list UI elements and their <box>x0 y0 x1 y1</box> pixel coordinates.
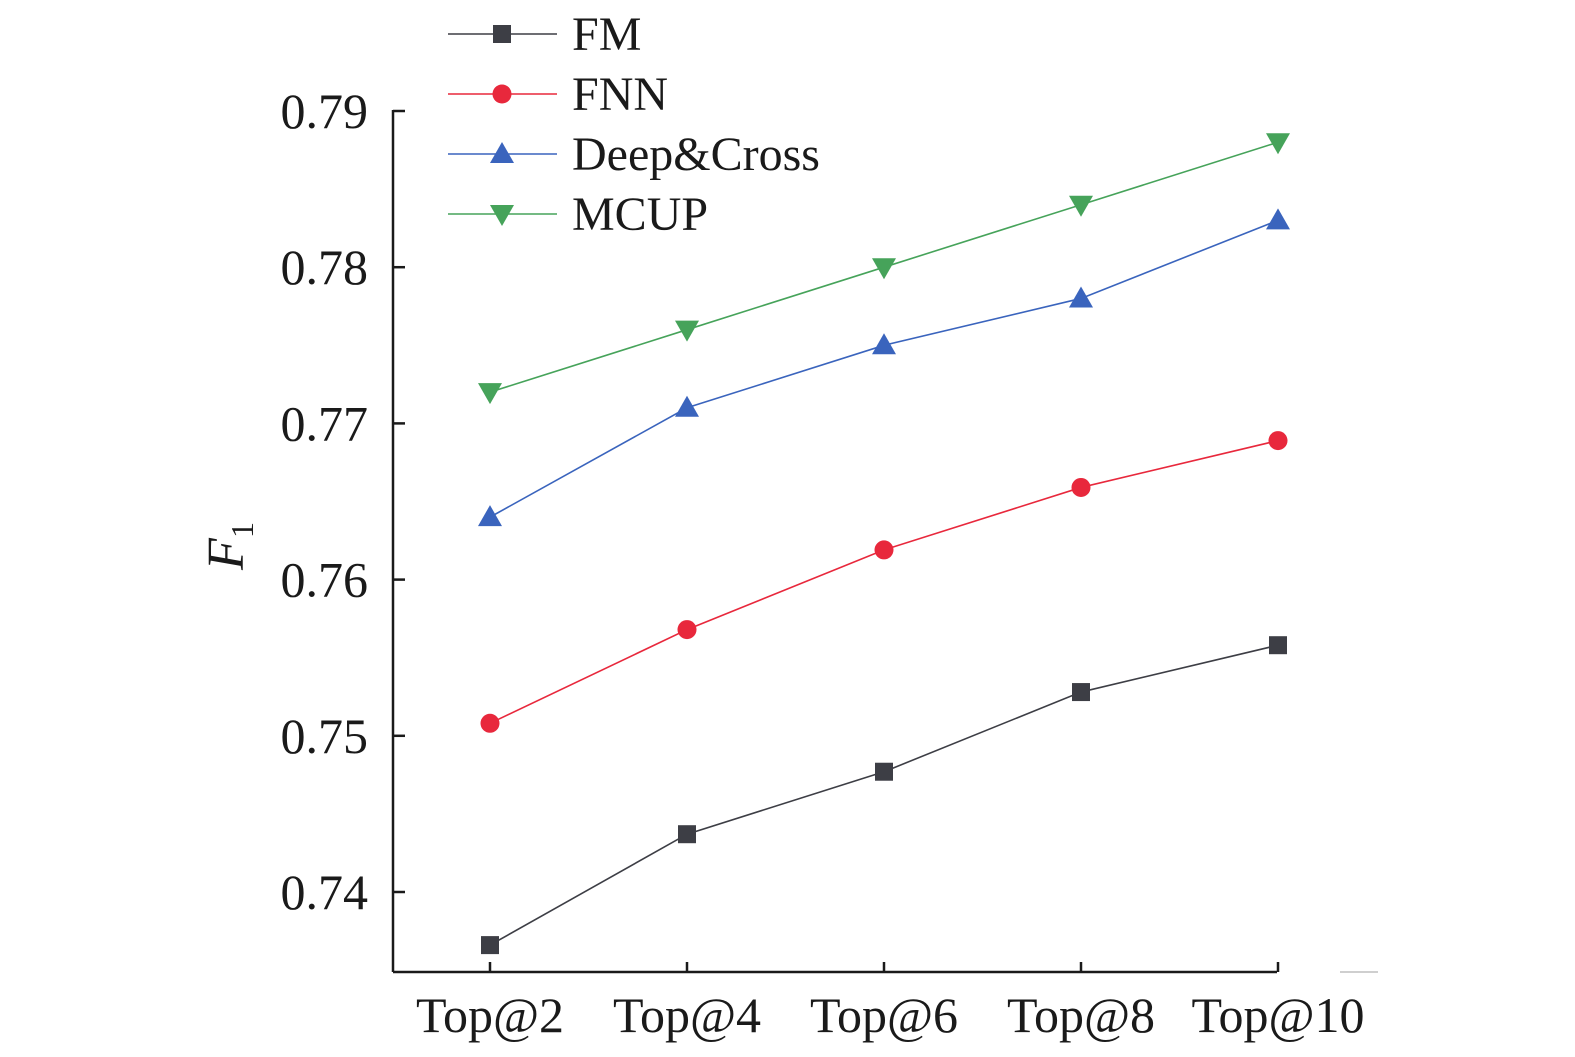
data-point <box>1266 133 1290 155</box>
series-fm <box>481 636 1287 955</box>
data-point <box>1266 208 1290 230</box>
legend-label: FM <box>572 8 641 61</box>
legend-label: FNN <box>572 68 668 121</box>
data-point <box>1269 636 1287 655</box>
data-point <box>875 762 893 781</box>
x-ticks: Top@2 Top@4 Top@6 Top@8 Top@10 <box>416 962 1365 1043</box>
series-layer <box>478 133 1290 955</box>
data-point <box>1069 286 1093 308</box>
data-point <box>874 540 894 560</box>
data-point <box>678 825 696 844</box>
x-tick-label: Top@6 <box>810 987 958 1043</box>
legend-label: MCUP <box>572 188 708 241</box>
axes <box>391 110 1378 974</box>
data-point <box>1071 477 1091 497</box>
x-tick-label: Top@8 <box>1007 987 1155 1043</box>
y-tick-label: 0.78 <box>281 239 369 295</box>
x-tick-label: Top@10 <box>1191 987 1364 1043</box>
legend-marker <box>492 84 512 104</box>
data-point <box>677 620 697 640</box>
data-point <box>675 395 699 417</box>
series-fnn <box>480 431 1288 733</box>
x-tick-label: Top@4 <box>613 987 761 1043</box>
y-axis-label-subscript: 1 <box>224 522 260 538</box>
data-point <box>872 333 896 355</box>
legend: FM FNN Deep&Cross MCUP <box>448 8 820 241</box>
y-tick-label: 0.75 <box>281 708 369 764</box>
series-line <box>489 439 1279 725</box>
series-line <box>489 644 1279 946</box>
data-point <box>1268 431 1288 451</box>
series-deep-cross <box>478 208 1290 527</box>
y-axis-label-text: F <box>198 537 255 571</box>
data-point <box>480 713 500 733</box>
legend-marker <box>490 205 514 226</box>
legend-item: MCUP <box>448 188 708 241</box>
legend-item: FM <box>448 8 641 61</box>
series-mcup <box>478 133 1290 405</box>
y-tick-label: 0.74 <box>281 864 369 920</box>
y-tick-label: 0.79 <box>281 83 369 139</box>
data-point <box>481 936 499 955</box>
y-tick-label: 0.76 <box>281 552 369 608</box>
legend-item: Deep&Cross <box>448 128 820 181</box>
data-point <box>478 505 502 527</box>
y-axis-label: F 1 <box>198 522 260 571</box>
x-tick-label: Top@2 <box>416 987 564 1043</box>
legend-marker <box>493 25 511 43</box>
data-point <box>1072 683 1090 702</box>
legend-marker <box>490 142 514 163</box>
data-point <box>1069 195 1093 217</box>
data-point <box>872 258 896 280</box>
y-ticks: 0.74 0.75 0.76 0.77 0.78 0.79 <box>281 83 405 920</box>
y-tick-label: 0.77 <box>281 395 369 451</box>
data-point <box>478 383 502 405</box>
legend-label: Deep&Cross <box>572 128 820 181</box>
legend-item: FNN <box>448 68 668 121</box>
data-point <box>675 320 699 342</box>
